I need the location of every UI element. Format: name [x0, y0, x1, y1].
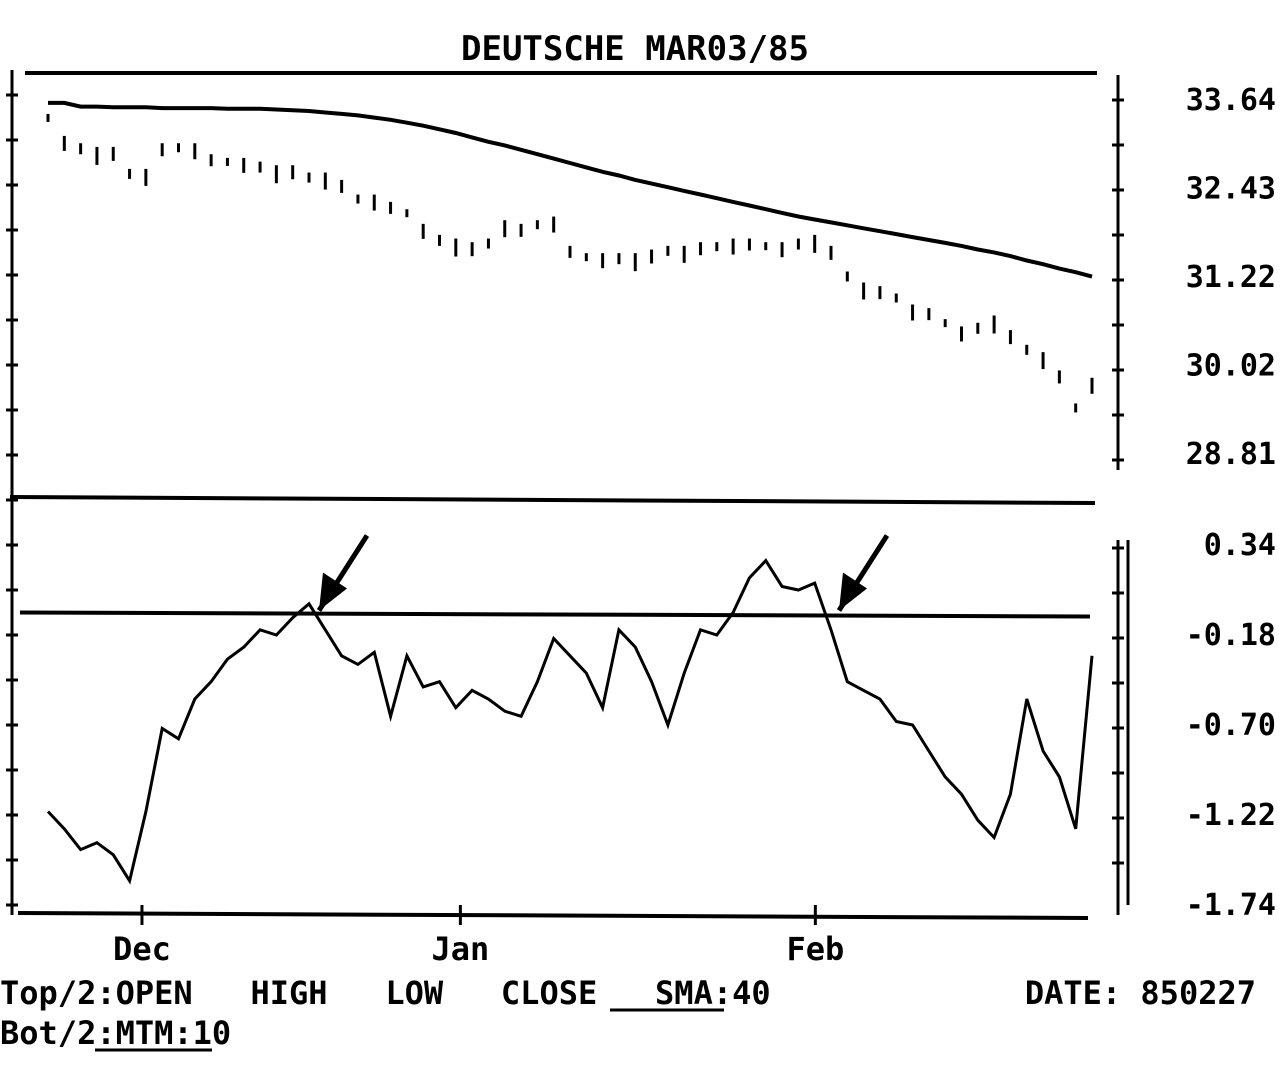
top-y-tick-label: 28.81 [1186, 437, 1276, 472]
x-tick-label: Dec [113, 930, 171, 968]
top-y-tick-label: 30.02 [1186, 349, 1276, 384]
x-tick-label: Feb [786, 930, 844, 968]
legend-top-line: Top/2:OPEN HIGH LOW CLOSE SMA:40 [0, 974, 771, 1012]
bottom-y-tick-label: -1.22 [1186, 798, 1276, 833]
bottom-frame-line [18, 913, 1088, 918]
momentum-line [48, 561, 1092, 881]
x-tick-label: Jan [431, 930, 489, 968]
panel-divider-line [10, 497, 1095, 503]
top-y-tick-labels: 33.64 32.43 31.22 30.02 28.81 [1186, 83, 1276, 472]
top-y-tick-label: 32.43 [1186, 172, 1276, 207]
x-tick-labels: Dec Jan Feb [113, 930, 844, 968]
annotation-arrows [319, 536, 887, 611]
chart-title: DEUTSCHE MAR03/85 [461, 29, 809, 69]
legend-bottom-line: Bot/2:MTM:10 [0, 1014, 231, 1052]
date-label: DATE: 850227 [1025, 974, 1256, 1012]
bottom-y-tick-labels: 0.34 -0.18 -0.70 -1.22 -1.74 [1186, 528, 1276, 923]
bottom-y-tick-label: -0.70 [1186, 708, 1276, 743]
bottom-y-tick-label: -0.18 [1186, 618, 1276, 653]
ohlc-bars [48, 114, 1092, 413]
momentum-reference-line [20, 613, 1090, 617]
top-y-tick-label: 33.64 [1186, 83, 1276, 118]
arrow-head [319, 573, 347, 611]
top-y-tick-label: 31.22 [1186, 260, 1276, 295]
bottom-y-tick-label: -1.74 [1186, 888, 1276, 923]
arrow-head [839, 573, 867, 611]
bottom-y-tick-label: 0.34 [1204, 528, 1276, 563]
